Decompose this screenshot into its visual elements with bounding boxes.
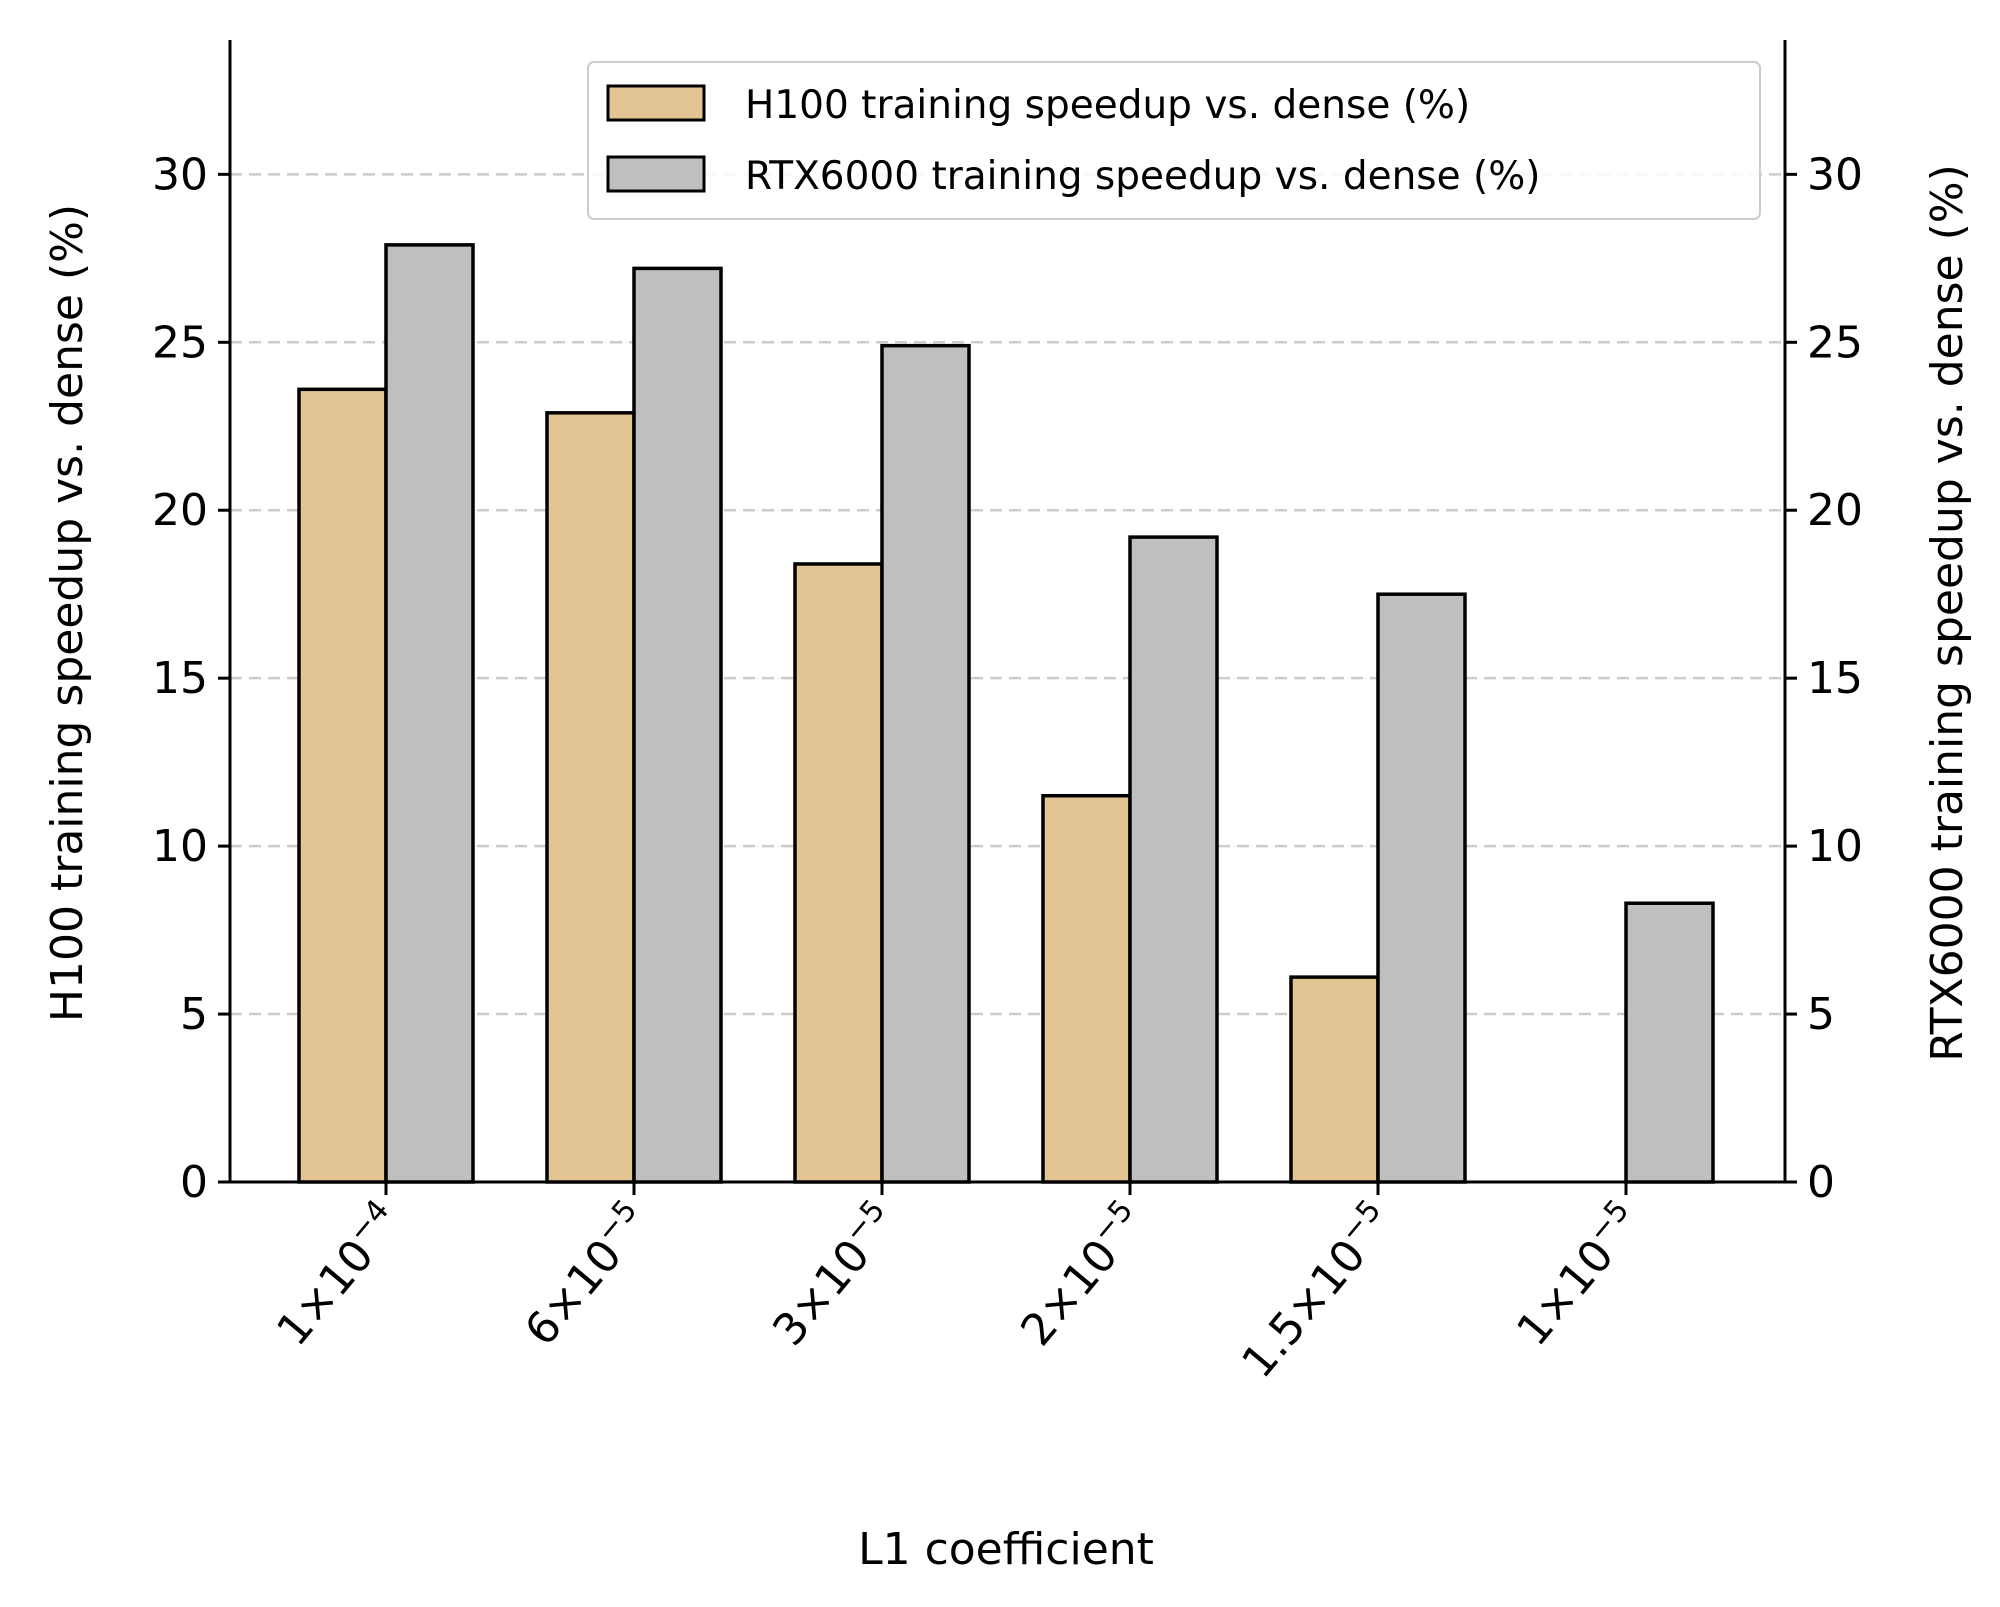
- legend-label-rtx6000: RTX6000 training speedup vs. dense (%): [745, 154, 1540, 199]
- legend: H100 training speedup vs. dense (%) RTX6…: [587, 61, 1761, 220]
- y-tick-label-left: 5: [180, 989, 208, 1040]
- y-axis-title-left: H100 training speedup vs. dense (%): [42, 204, 93, 1022]
- x-tick-label: 1×10−5: [1503, 1193, 1652, 1355]
- x-tick-label: 1.5×10−5: [1228, 1193, 1404, 1388]
- bar-rtx6000: [632, 266, 723, 1184]
- bar-h100: [1289, 975, 1380, 1184]
- y-axis-title-right: RTX6000 training speedup vs. dense (%): [1922, 164, 1973, 1061]
- x-tick-label: 3×10−5: [759, 1193, 908, 1355]
- y-tick-label-left: 10: [152, 821, 208, 872]
- y-tick-label-left: 15: [152, 653, 208, 704]
- bar-h100: [1041, 793, 1132, 1184]
- bar-h100: [297, 387, 388, 1184]
- legend-swatch-rtx6000: [606, 155, 706, 193]
- bar-rtx6000: [384, 243, 475, 1184]
- bar-rtx6000: [1128, 535, 1219, 1184]
- y-tick-label-right: 15: [1807, 653, 1863, 704]
- y-tick-label-left: 30: [152, 149, 208, 200]
- legend-swatch-h100: [606, 84, 706, 122]
- legend-label-h100: H100 training speedup vs. dense (%): [745, 83, 1470, 128]
- x-tick-label: 2×10−5: [1007, 1193, 1156, 1355]
- x-tick-label: 1×10−4: [263, 1193, 412, 1355]
- y-tick-label-left: 0: [180, 1157, 208, 1208]
- y-tick-label-right: 5: [1807, 989, 1835, 1040]
- bar-rtx6000: [1376, 592, 1467, 1184]
- bar-rtx6000: [1624, 901, 1715, 1184]
- y-tick-label-right: 0: [1807, 1157, 1835, 1208]
- bar-h100: [793, 562, 884, 1184]
- legend-frame: [587, 61, 1761, 220]
- x-axis-title: L1 coefficient: [858, 1524, 1154, 1575]
- y-tick-label-right: 30: [1807, 149, 1863, 200]
- bars: [297, 243, 1715, 1184]
- bar-h100: [545, 411, 636, 1184]
- y-tick-label-right: 20: [1807, 485, 1863, 536]
- bar-rtx6000: [880, 343, 971, 1184]
- y-tick-label-right: 10: [1807, 821, 1863, 872]
- y-tick-label-left: 25: [152, 317, 208, 368]
- y-tick-label-right: 25: [1807, 317, 1863, 368]
- axes: [218, 40, 1797, 1195]
- y-tick-label-left: 20: [152, 485, 208, 536]
- x-tick-label: 6×10−5: [511, 1193, 660, 1355]
